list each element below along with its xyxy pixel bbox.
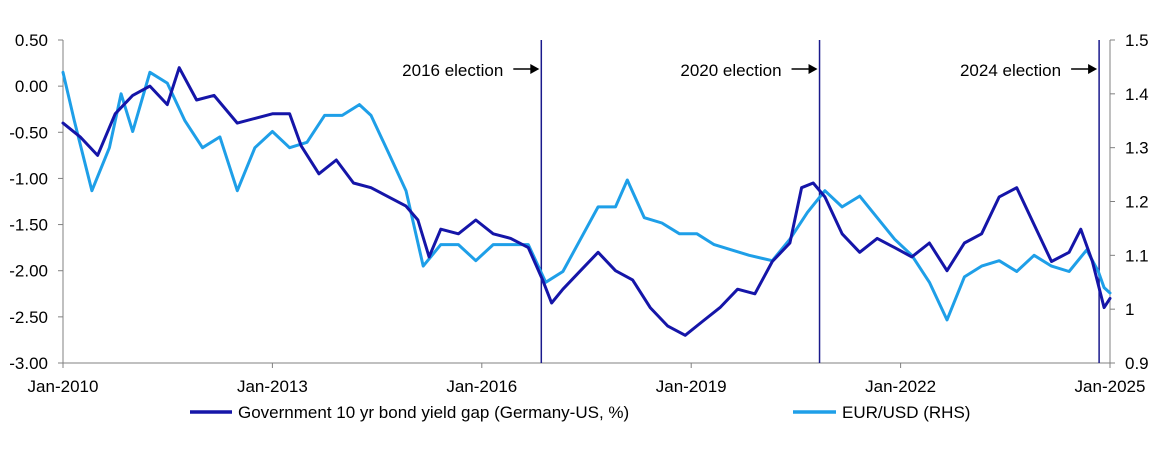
y-left-tick-label: -2.50 [9, 308, 48, 327]
y-right-tick-label: 1.3 [1125, 139, 1149, 158]
x-tick-label: Jan-2019 [656, 377, 727, 396]
annotation-layer: 2016 election 2020 election 2024 election [402, 40, 1100, 363]
x-tick-label: Jan-2025 [1075, 377, 1146, 396]
y-left-tick-label: -2.00 [9, 262, 48, 281]
election-arrow-head [1088, 64, 1098, 74]
series-line-yield-gap [61, 66, 1112, 337]
legend-label: Government 10 yr bond yield gap (Germany… [238, 403, 629, 422]
y-left-tick-label: -3.00 [9, 354, 48, 373]
y-right-tick-label: 0.9 [1125, 354, 1149, 373]
series-layer [61, 66, 1112, 337]
x-tick-label: Jan-2010 [28, 377, 99, 396]
series-line-eurusd [61, 70, 1112, 322]
legend-label: EUR/USD (RHS) [842, 403, 970, 422]
election-arrow-head [530, 64, 540, 74]
x-tick-label: Jan-2013 [237, 377, 308, 396]
x-tick-label: Jan-2022 [865, 377, 936, 396]
election-label: 2020 election [680, 61, 781, 80]
election-label: 2024 election [960, 61, 1061, 80]
y-right-tick-label: 1.5 [1125, 31, 1149, 50]
election-arrow-head [808, 64, 818, 74]
legend-layer: Government 10 yr bond yield gap (Germany… [190, 403, 970, 422]
y-left-tick-label: 0.00 [15, 77, 48, 96]
x-tick-label: Jan-2016 [446, 377, 517, 396]
y-right-tick-label: 1.4 [1125, 85, 1149, 104]
y-left-tick-label: -1.50 [9, 216, 48, 235]
y-left-tick-label: -0.50 [9, 123, 48, 142]
axes-layer: 0.50 0.00 -0.50 -1.00 -1.50 -2.00 -2.50 -3.00 1.… [9, 31, 1148, 396]
y-right-tick-label: 1.1 [1125, 246, 1149, 265]
y-right-tick-label: 1.2 [1125, 193, 1149, 212]
election-label: 2016 election [402, 61, 503, 80]
y-left-tick-label: 0.50 [15, 31, 48, 50]
y-right-tick-label: 1 [1125, 300, 1134, 319]
y-left-tick-label: -1.00 [9, 169, 48, 188]
